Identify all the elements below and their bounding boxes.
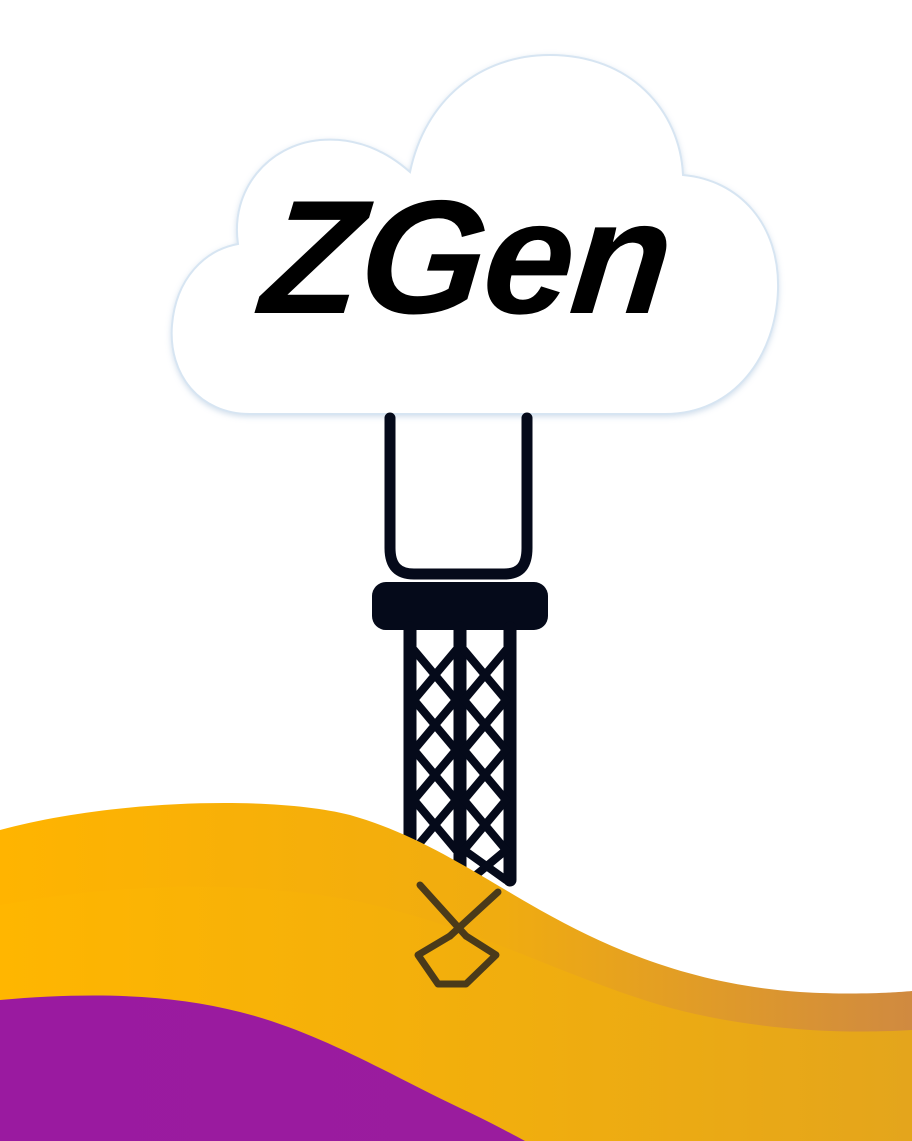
tower-mast (384, 412, 533, 580)
tower-lattice (403, 621, 517, 892)
purple-wave (0, 995, 525, 1141)
cloud-icon (170, 53, 780, 415)
anchor-icon (414, 881, 502, 988)
tower-collar (372, 582, 548, 630)
logo-wordmark: ZGen (254, 167, 680, 348)
tower-icon (372, 412, 548, 892)
